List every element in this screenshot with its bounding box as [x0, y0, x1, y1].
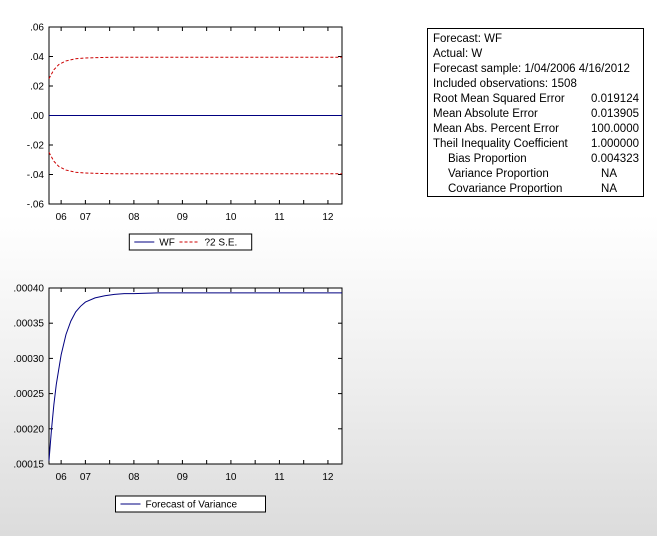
stat-label: Theil Inequality Coefficient	[433, 138, 568, 150]
included-observations: Included observations: 1508	[433, 78, 577, 90]
y-tick-label: -.04	[27, 170, 45, 181]
x-tick-label: 10	[225, 472, 237, 483]
y-tick-label: .00015	[13, 460, 44, 471]
stat-label: Mean Abs. Percent Error	[433, 123, 559, 135]
stat-row-mae: Mean Absolute Error 0.013905	[433, 107, 643, 122]
stat-value: 100.0000	[591, 123, 639, 135]
legend-label: ?2 S.E.	[205, 238, 238, 249]
series-line	[48, 56, 342, 79]
x-tick-label: 09	[177, 212, 189, 223]
stat-value: 0.013905	[591, 108, 639, 120]
x-tick-label: 08	[128, 472, 140, 483]
stat-label: Variance Proportion	[448, 168, 549, 180]
y-tick-label: .06	[30, 23, 44, 34]
x-tick-label: 11	[274, 212, 285, 223]
stat-row-bias: Bias Proportion 0.004323	[433, 152, 643, 167]
forecast-name: Forecast: WF	[433, 33, 503, 45]
stat-label: Covariance Proportion	[448, 183, 563, 195]
legend-label: WF	[159, 238, 175, 249]
actual-name: Actual: W	[433, 48, 483, 60]
forecast-statistics-box: Forecast: WF Actual: W Forecast sample: …	[427, 28, 644, 197]
stat-row-theil: Theil Inequality Coefficient 1.000000	[433, 137, 643, 152]
y-tick-label: .00030	[13, 354, 44, 365]
stat-value: 1.000000	[591, 138, 639, 150]
x-tick-label: 11	[274, 472, 285, 483]
y-tick-label: -.06	[27, 200, 45, 211]
forecast-sample: Forecast sample: 1/04/2006 4/16/2012	[433, 63, 630, 75]
stat-row-rmse: Root Mean Squared Error 0.019124	[433, 92, 643, 107]
forecast-chart: .06 .04 .02 .00 -.02 -.04 -.06 06 07 08 09 10 11 12 WF…	[27, 23, 343, 251]
stat-row-covariance: Covariance Proportion NA	[433, 182, 643, 197]
variance-chart: .00040 .00035 .00030 .00025 .00020 .00015 06 07…	[13, 284, 343, 513]
x-tick-label: 08	[128, 212, 140, 223]
stat-value: 0.019124	[591, 93, 639, 105]
x-tick-label: 09	[177, 472, 189, 483]
x-tick-label: 06	[56, 472, 68, 483]
y-tick-label: .00025	[13, 389, 44, 400]
plot-frame	[48, 287, 343, 465]
x-tick-label: 12	[322, 472, 334, 483]
y-tick-label: .00040	[13, 284, 44, 295]
series-line	[48, 292, 342, 461]
x-tick-label: 12	[322, 212, 334, 223]
stat-label: Root Mean Squared Error	[433, 93, 565, 105]
stat-value: NA	[601, 183, 617, 195]
stat-label: Bias Proportion	[448, 153, 527, 165]
legend-label: Forecast of Variance	[146, 500, 238, 511]
stat-value: 0.004323	[591, 153, 639, 165]
x-tick-label: 07	[80, 472, 92, 483]
y-tick-label: .00020	[13, 424, 44, 435]
y-tick-label: .04	[30, 52, 44, 63]
stat-row-mape: Mean Abs. Percent Error 100.0000	[433, 122, 643, 137]
stat-value: NA	[601, 168, 617, 180]
stat-row-variance: Variance Proportion NA	[433, 167, 643, 182]
y-tick-label: -.02	[27, 141, 45, 152]
x-tick-label: 06	[56, 212, 68, 223]
y-tick-label: .00	[30, 111, 44, 122]
y-tick-label: .00035	[13, 319, 44, 330]
y-tick-label: .02	[30, 82, 44, 93]
legend-box	[115, 495, 266, 513]
x-tick-label: 07	[80, 212, 92, 223]
x-tick-label: 10	[225, 212, 237, 223]
stat-label: Mean Absolute Error	[433, 108, 538, 120]
series-line	[48, 152, 342, 175]
